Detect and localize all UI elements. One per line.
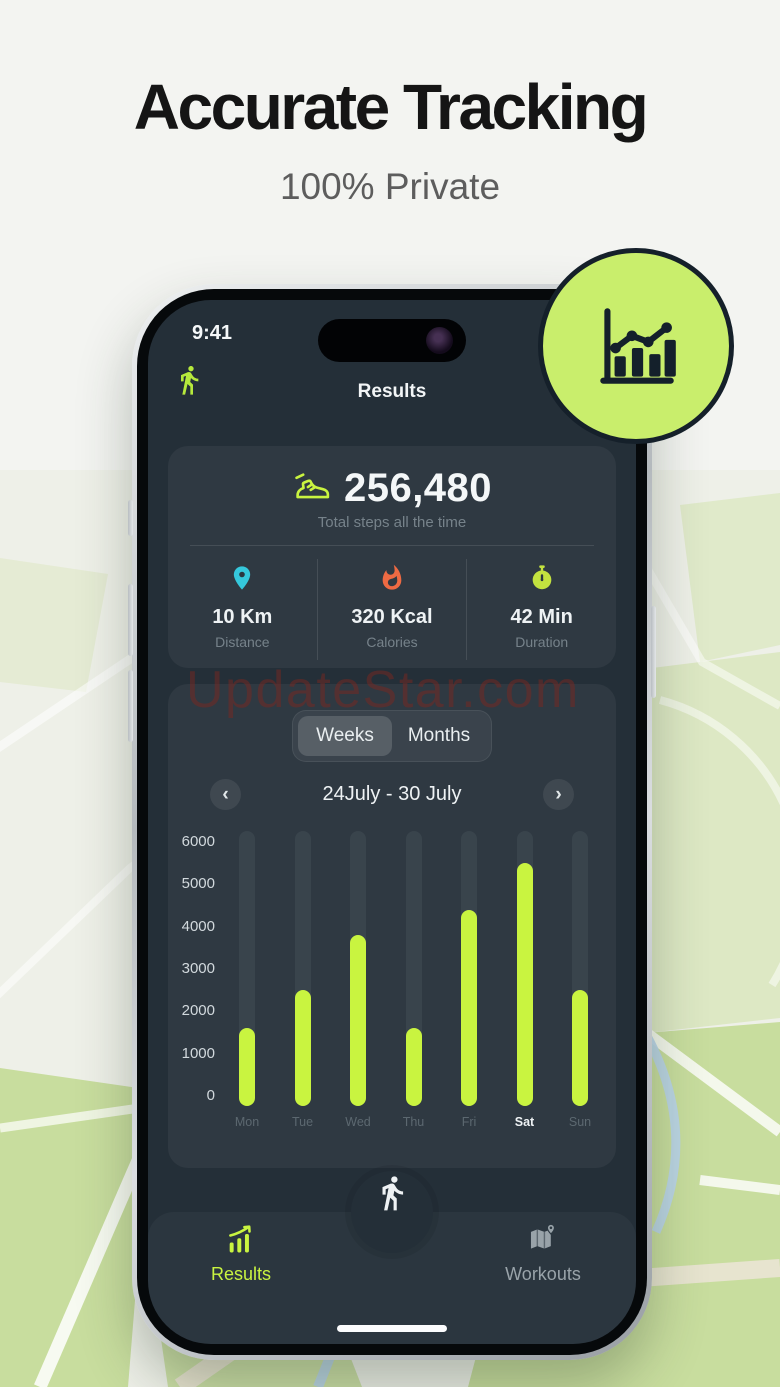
page-title: Accurate Tracking (133, 71, 649, 143)
chart-day-label: Fri (461, 1115, 477, 1129)
date-range-label: 24July - 30 July (322, 783, 462, 805)
stat-calories: 320 Kcal Calories (316, 559, 467, 660)
chart-ytick: 3000 (181, 960, 215, 977)
volume-down-button (128, 670, 133, 742)
walking-person-icon (181, 366, 199, 395)
analytics-badge (538, 248, 734, 444)
screen-title: Results (357, 381, 427, 402)
next-week-button[interactable]: › (543, 779, 574, 810)
distance-value: 10 Km (212, 606, 273, 628)
bottom-nav-bar: Results Workouts (148, 1171, 636, 1344)
mute-switch (128, 500, 133, 536)
previous-week-button[interactable]: ‹ (210, 779, 241, 810)
duration-value: 42 Min (510, 606, 573, 628)
phone-screen: 9:41 Results 256,48 (148, 300, 636, 1344)
workouts-map-icon (530, 1223, 556, 1249)
analytics-chart-icon (600, 308, 676, 384)
total-steps-caption: Total steps all the time (317, 514, 467, 531)
chart-day-label: Sun (568, 1115, 592, 1129)
steps-summary-card: 256,480 Total steps all the time 10 Km D… (168, 446, 616, 668)
walking-person-icon (382, 1176, 404, 1211)
calories-value: 320 Kcal (351, 606, 433, 628)
chart-day-label: Wed (345, 1115, 371, 1129)
home-indicator[interactable] (337, 1325, 447, 1332)
date-navigation: ‹ 24July - 30 July › (168, 779, 616, 810)
toggle-months[interactable]: Months (407, 725, 471, 746)
volume-up-button (128, 584, 133, 656)
dynamic-island (318, 319, 466, 362)
results-chart-icon (229, 1225, 251, 1253)
distance-label: Distance (215, 634, 270, 650)
page-subtitle: 100% Private (279, 166, 501, 207)
stat-duration: 42 Min Duration (466, 559, 616, 660)
duration-label: Duration (515, 634, 569, 650)
weekly-chart-card: Weeks Months ‹ 24July - 30 July › 6000 50… (168, 684, 616, 1168)
tab-workouts[interactable]: Workouts (478, 1222, 608, 1285)
toggle-weeks[interactable]: Weeks (298, 716, 392, 756)
hero: Accurate Tracking 100% Private (0, 70, 780, 208)
chart-ytick: 0 (206, 1087, 215, 1104)
tab-results[interactable]: Results (176, 1222, 306, 1285)
chart-day-label: Thu (402, 1115, 425, 1129)
steps-bar-chart: 6000 5000 4000 3000 2000 1000 0 Mon Tue Wed Thu Fri… (168, 818, 616, 1140)
stats-row: 10 Km Distance 320 Kcal Calories (168, 559, 616, 660)
calories-label: Calories (366, 634, 418, 650)
front-camera (426, 327, 453, 354)
chart-bar-sun[interactable] (572, 990, 588, 1106)
divider (190, 545, 594, 546)
phone-mockup: 9:41 Results 256,48 (128, 284, 656, 1360)
chart-ytick: 1000 (181, 1044, 215, 1062)
stat-distance: 10 Km Distance (168, 559, 317, 660)
status-bar-time: 9:41 (192, 322, 233, 344)
chart-ytick: 5000 (181, 875, 215, 893)
flame-icon (382, 564, 402, 590)
chart-bar-tue[interactable] (294, 990, 311, 1106)
chart-ytick: 4000 (181, 917, 215, 935)
tab-results-label: Results (210, 1264, 272, 1284)
tab-workouts-label: Workouts (505, 1264, 581, 1284)
chart-bar-thu[interactable] (405, 1028, 422, 1106)
location-pin-icon (234, 566, 251, 590)
chart-bar-sat[interactable] (516, 863, 533, 1106)
chart-day-label: Mon (234, 1115, 260, 1129)
sneaker-icon (295, 472, 330, 498)
period-toggle: Weeks Months (292, 710, 492, 762)
chart-ytick: 6000 (181, 833, 215, 850)
chart-day-label: Sat (514, 1115, 535, 1129)
power-button (651, 606, 656, 698)
chart-bar-wed[interactable] (350, 935, 366, 1106)
chart-bar-fri[interactable] (461, 910, 477, 1106)
total-steps-value: 256,480 (343, 466, 493, 510)
chart-bar-mon[interactable] (239, 1028, 255, 1106)
chart-day-label: Tue (291, 1115, 314, 1129)
chart-ytick: 2000 (181, 1002, 215, 1020)
stopwatch-icon (532, 565, 552, 590)
